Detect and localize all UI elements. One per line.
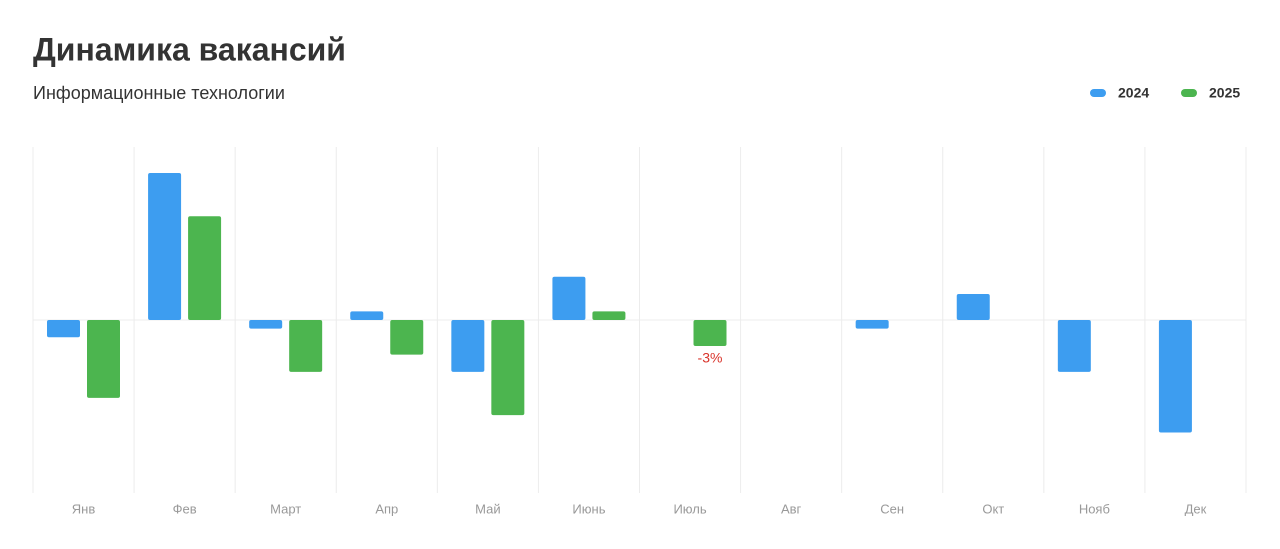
x-tick-label: Фев [173, 501, 197, 516]
bar [47, 320, 80, 338]
bar [188, 216, 222, 320]
bar [956, 294, 990, 320]
x-tick-label: Дек [1185, 501, 1207, 516]
bar [350, 311, 384, 320]
bar [855, 320, 889, 329]
bar [451, 320, 485, 372]
x-tick-label: Авг [781, 501, 802, 516]
x-tick-label: Март [270, 501, 301, 516]
bar [289, 320, 323, 372]
bar [148, 172, 182, 320]
legend-swatch [1090, 89, 1106, 97]
x-tick-label: Июнь [572, 501, 605, 516]
bar [491, 320, 525, 416]
chart-title: Динамика вакансий [33, 31, 346, 67]
bar [693, 320, 727, 346]
bar [390, 320, 424, 355]
x-tick-label: Июль [673, 501, 706, 516]
legend-label: 2024 [1118, 85, 1149, 101]
bar [592, 311, 626, 320]
bar [1057, 320, 1091, 372]
bar [249, 320, 283, 329]
legend-swatch [1181, 89, 1197, 97]
legend-label: 2025 [1209, 85, 1240, 101]
x-tick-label: Янв [72, 501, 96, 516]
x-tick-label: Сен [880, 501, 904, 516]
bar [1158, 320, 1192, 433]
data-label: -3% [698, 350, 723, 366]
x-tick-label: Нояб [1079, 501, 1110, 516]
x-tick-label: Апр [375, 501, 398, 516]
bar [552, 276, 586, 320]
x-tick-label: Май [475, 501, 500, 516]
bar [87, 320, 120, 398]
x-tick-label: Окт [982, 501, 1004, 516]
chart-subtitle: Информационные технологии [33, 83, 285, 103]
